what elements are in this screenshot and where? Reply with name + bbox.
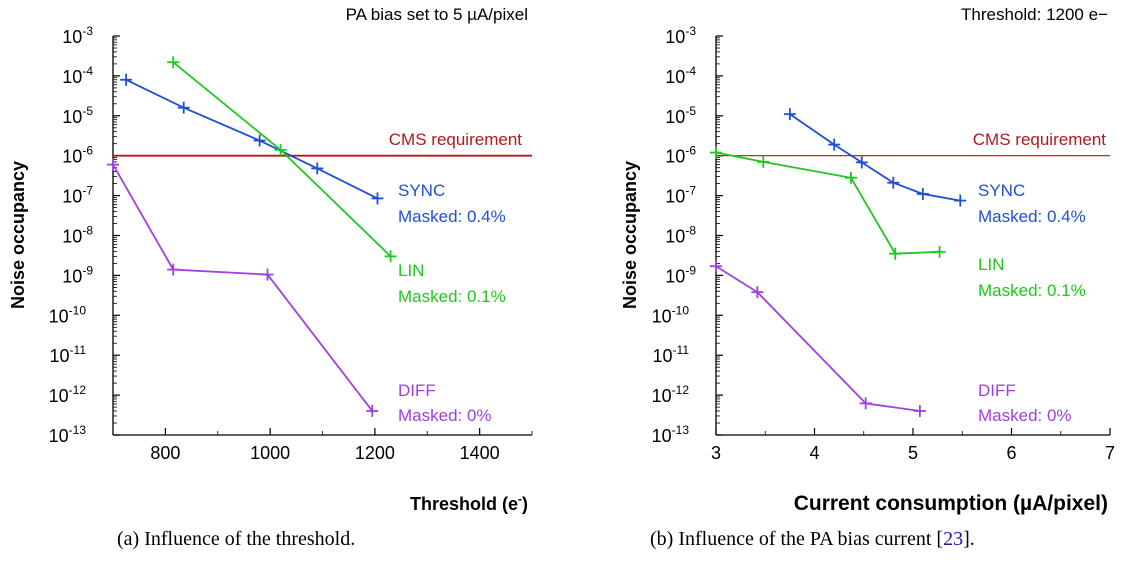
figure: 10-3 10-4 10-5 10-6 10-7 10-8 10-9 10-10 10-11 10… xyxy=(8,5,1115,515)
series-diff: DIFF Masked: 0% xyxy=(107,158,492,425)
data-point xyxy=(167,56,180,69)
chart-title: Threshold: 1200 e− xyxy=(961,5,1108,24)
chart-title: PA bias set to 5 µA/pixel xyxy=(346,5,528,24)
data-point xyxy=(913,404,926,417)
series-lin: LIN Masked: 0.1% xyxy=(167,56,506,306)
y-tick-label: 10-13 xyxy=(49,423,87,446)
series-line xyxy=(715,265,921,412)
series-diff: DIFF Masked: 0% xyxy=(710,260,1072,425)
y-tick-label: 10-7 xyxy=(62,184,93,207)
series-sync: SYNC Masked: 0.4% xyxy=(783,108,1086,226)
series-line xyxy=(172,61,392,258)
y-tick-label: 10-6 xyxy=(62,144,93,167)
y-tick-label: 10-4 xyxy=(62,64,93,87)
x-tick-label: 4 xyxy=(809,443,819,463)
data-point xyxy=(710,260,722,273)
data-point xyxy=(167,263,180,276)
y-tick-label: 10-3 xyxy=(62,24,93,47)
y-tick-label: 10-11 xyxy=(653,343,690,366)
y-tick-label: 10-8 xyxy=(62,224,93,247)
y-tick-label: 10-5 xyxy=(665,104,696,127)
data-point xyxy=(889,247,902,260)
series-masked-lin: Masked: 0.1% xyxy=(978,281,1086,300)
x-axis-label: Threshold (e-) xyxy=(410,492,528,514)
x-tick-label: 1400 xyxy=(460,443,500,463)
y-tick-label: 10-9 xyxy=(62,263,93,286)
cms-requirement-label: CMS requirement xyxy=(389,130,522,149)
y-tick-label: 10-12 xyxy=(652,383,690,406)
caption-b-text: (b) Influence of the PA bias current [ xyxy=(650,528,944,550)
x-tick-label: 7 xyxy=(1105,443,1115,463)
chart-panel-b: 10-3 10-4 10-5 10-6 10-7 10-8 10-9 10-10 10-11 10… xyxy=(620,5,1115,515)
data-point xyxy=(887,176,900,189)
data-point xyxy=(828,138,841,151)
data-point xyxy=(783,108,796,121)
series-masked-sync: Masked: 0.4% xyxy=(978,207,1086,226)
y-tick-label: 10-5 xyxy=(62,104,93,127)
data-point xyxy=(177,101,190,114)
data-point xyxy=(844,171,857,184)
series-label-sync: SYNC xyxy=(978,181,1025,200)
y-axis-label: Noise occupancy xyxy=(8,161,28,309)
data-point xyxy=(120,73,133,86)
series-lin: LIN Masked: 0.1% xyxy=(710,146,1086,300)
data-point xyxy=(311,162,324,175)
series-line xyxy=(125,78,378,200)
x-axis-label: Current consumption (µA/pixel) xyxy=(794,492,1108,515)
series-label-diff: DIFF xyxy=(398,381,436,400)
data-point xyxy=(274,143,287,156)
series-label-sync: SYNC xyxy=(398,181,445,200)
cms-requirement-label: CMS requirement xyxy=(973,130,1106,149)
series-masked-sync: Masked: 0.4% xyxy=(398,207,506,226)
data-point xyxy=(253,134,266,147)
x-tick-label: 5 xyxy=(908,443,918,463)
data-point xyxy=(751,286,764,299)
caption-b-end: ]. xyxy=(963,528,975,550)
data-point xyxy=(384,250,397,263)
data-point xyxy=(757,155,770,168)
data-point xyxy=(933,245,946,258)
data-point xyxy=(954,194,967,207)
series-label-lin: LIN xyxy=(398,261,424,280)
data-point xyxy=(859,397,872,410)
series-masked-diff: Masked: 0% xyxy=(398,406,492,425)
caption-b-citation[interactable]: 23 xyxy=(943,528,964,550)
series-masked-diff: Masked: 0% xyxy=(978,406,1072,425)
x-tick-label: 6 xyxy=(1006,443,1016,463)
series-line xyxy=(789,113,961,202)
y-tick-label: 10-3 xyxy=(665,24,696,47)
data-point xyxy=(916,187,929,200)
y-tick-label: 10-12 xyxy=(49,383,87,406)
series-label-diff: DIFF xyxy=(978,381,1016,400)
caption-b: (b) Influence of the PA bias current [23… xyxy=(650,528,975,551)
y-tick-label: 10-8 xyxy=(665,224,696,247)
y-tick-label: 10-10 xyxy=(49,303,87,326)
series-label-lin: LIN xyxy=(978,255,1004,274)
y-tick-label: 10-10 xyxy=(652,303,690,326)
series-line xyxy=(112,164,373,412)
x-tick-label: 800 xyxy=(150,443,180,463)
series-sync: SYNC Masked: 0.4% xyxy=(120,73,506,226)
y-tick-label: 10-7 xyxy=(665,184,696,207)
chart-panel-a: 10-3 10-4 10-5 10-6 10-7 10-8 10-9 10-10 10-11 10… xyxy=(8,5,533,514)
x-tick-label: 1200 xyxy=(355,443,395,463)
caption-a: (a) Influence of the threshold. xyxy=(117,528,356,550)
y-tick-label: 10-4 xyxy=(665,64,696,87)
y-tick-label: 10-13 xyxy=(652,423,690,446)
data-point xyxy=(261,268,274,281)
data-point xyxy=(366,404,379,417)
data-point xyxy=(855,156,868,169)
y-tick-label: 10-6 xyxy=(665,144,696,167)
data-point xyxy=(710,146,722,159)
x-tick-label: 3 xyxy=(711,443,721,463)
x-tick-label: 1000 xyxy=(250,443,290,463)
series-masked-lin: Masked: 0.1% xyxy=(398,287,506,306)
series-line xyxy=(715,151,940,255)
y-tick-label: 10-11 xyxy=(50,343,87,366)
y-tick-label: 10-9 xyxy=(665,263,696,286)
data-point xyxy=(371,192,384,205)
data-point xyxy=(107,158,119,171)
y-axis-label: Noise occupancy xyxy=(620,161,640,309)
